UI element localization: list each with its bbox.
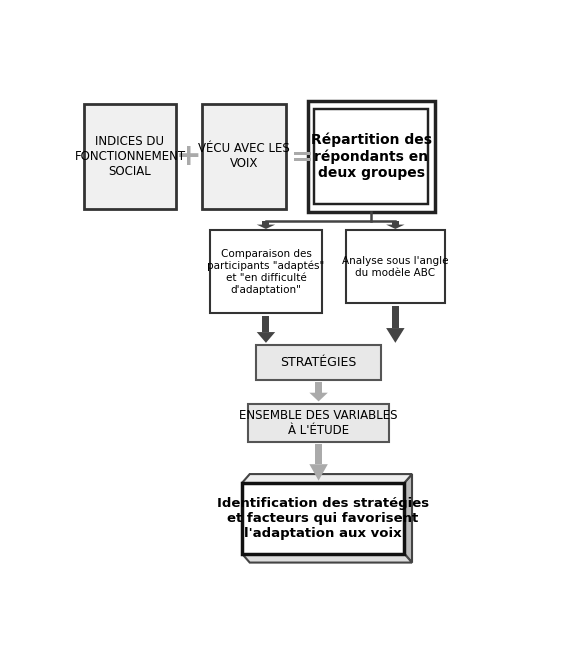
Text: +: + [175,142,201,171]
FancyBboxPatch shape [210,231,322,313]
FancyBboxPatch shape [346,231,445,304]
Text: VÉCU AVEC LES
VOIX: VÉCU AVEC LES VOIX [198,142,290,170]
Polygon shape [310,464,328,481]
FancyBboxPatch shape [248,404,389,441]
Polygon shape [257,225,275,229]
FancyBboxPatch shape [256,345,381,379]
Text: INDICES DU
FONCTIONNEMENT
SOCIAL: INDICES DU FONCTIONNEMENT SOCIAL [74,135,186,178]
Polygon shape [310,392,328,402]
FancyBboxPatch shape [308,101,435,212]
FancyBboxPatch shape [203,103,286,209]
Text: STRATÉGIES: STRATÉGIES [280,356,357,369]
FancyBboxPatch shape [294,158,311,161]
FancyBboxPatch shape [242,483,404,554]
Polygon shape [392,306,399,328]
FancyBboxPatch shape [84,103,176,209]
Polygon shape [263,316,269,332]
FancyBboxPatch shape [294,151,311,155]
Polygon shape [257,332,275,343]
Polygon shape [386,225,405,229]
Polygon shape [242,554,412,563]
Text: Répartition des
répondants en
deux groupes: Répartition des répondants en deux group… [311,133,432,180]
Polygon shape [392,221,399,225]
Text: ENSEMBLE DES VARIABLES
À L'ÉTUDE: ENSEMBLE DES VARIABLES À L'ÉTUDE [239,409,398,437]
Polygon shape [315,444,322,464]
Text: Identification des stratégies
et facteurs qui favorisent
l'adaptation aux voix: Identification des stratégies et facteur… [217,497,429,540]
Polygon shape [386,328,405,343]
Polygon shape [242,474,412,483]
Polygon shape [263,221,269,225]
Text: Analyse sous l'angle
du modèle ABC: Analyse sous l'angle du modèle ABC [342,256,449,278]
Text: Comparaison des
participants "adaptés"
et "en difficulté
d'adaptation": Comparaison des participants "adaptés" e… [207,249,324,295]
Polygon shape [315,382,322,392]
Polygon shape [404,474,412,563]
